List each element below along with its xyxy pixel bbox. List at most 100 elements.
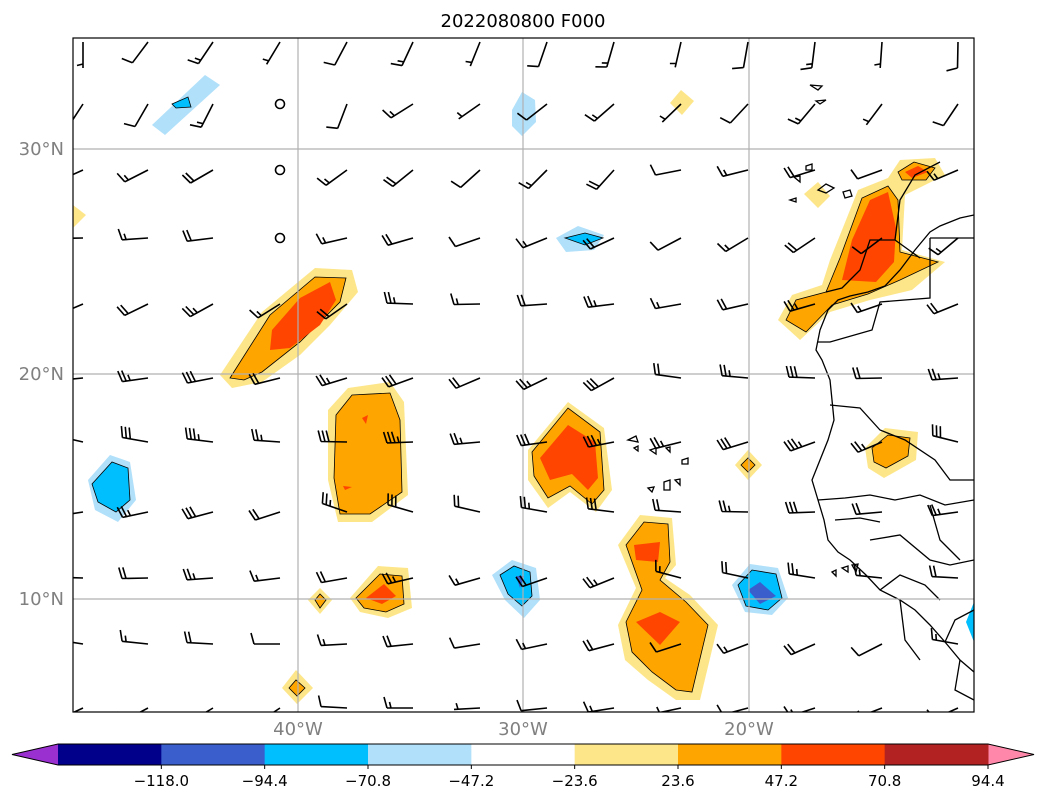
wind-barb xyxy=(669,41,682,68)
wind-barb xyxy=(450,293,481,306)
colorbar-tick-label: −23.6 xyxy=(552,772,598,790)
wind-barb xyxy=(850,643,883,657)
wind-barb xyxy=(390,41,414,67)
wind-barb xyxy=(928,237,959,256)
wind-barb xyxy=(930,628,959,645)
wind-barb xyxy=(852,367,883,380)
wind-barb xyxy=(73,707,84,712)
colorbar-tick-label: 47.2 xyxy=(765,772,798,790)
wind-barb xyxy=(248,508,281,521)
positive-anomaly-core xyxy=(270,282,336,350)
wind-barb xyxy=(182,229,214,242)
colorbar-segment xyxy=(678,744,782,765)
wind-barb xyxy=(732,41,749,70)
wind-barb xyxy=(519,496,548,513)
wind-barb xyxy=(73,103,84,121)
negative-anomaly-core xyxy=(563,232,605,246)
wind-barb xyxy=(853,563,883,579)
wind-barb xyxy=(582,434,615,448)
wind-barb xyxy=(73,576,84,579)
wind-barb xyxy=(456,103,481,120)
wind-barb xyxy=(448,637,481,649)
wind-barb xyxy=(181,303,214,318)
island-outline xyxy=(663,479,671,491)
positive-anomaly-core xyxy=(636,612,680,645)
wind-barb xyxy=(783,706,816,712)
wind-barb xyxy=(116,303,149,317)
wind-barb xyxy=(927,504,959,517)
wind-barb xyxy=(181,370,214,384)
wind-barb xyxy=(383,291,414,305)
wind-barb xyxy=(784,237,816,254)
wind-barb xyxy=(73,237,84,239)
wind-barb xyxy=(117,228,149,241)
wind-barb xyxy=(516,103,548,121)
wind-barb xyxy=(123,103,149,128)
wind-barb xyxy=(946,41,959,72)
wind-barb xyxy=(783,299,816,312)
wind-barb xyxy=(315,374,348,387)
positive-anomaly-region xyxy=(740,457,756,473)
wind-barb xyxy=(927,368,959,381)
island-outline xyxy=(840,565,849,574)
wind-barb xyxy=(516,433,548,447)
wind-barb xyxy=(850,302,883,314)
wind-barb xyxy=(465,41,481,67)
positive-anomaly-region xyxy=(625,521,709,693)
island-outline xyxy=(664,446,671,454)
wind-barb xyxy=(787,103,816,125)
wind-barb xyxy=(181,506,214,520)
wind-barb xyxy=(250,632,280,645)
lon-label-40w: 40°W xyxy=(273,719,323,740)
wind-barb xyxy=(317,695,348,709)
positive-anomaly-core xyxy=(362,415,368,424)
positive-anomaly-region xyxy=(804,182,830,208)
wind-barb xyxy=(189,103,214,128)
wind-barb xyxy=(582,639,615,652)
country-border xyxy=(944,609,974,643)
wind-barb xyxy=(582,237,615,250)
island-outline xyxy=(792,175,801,184)
wind-barb xyxy=(719,364,749,379)
wind-barb xyxy=(516,294,548,307)
colorbar-tick-label: −47.2 xyxy=(448,772,494,790)
island-outline xyxy=(814,99,827,105)
positive-anomaly-core xyxy=(905,166,928,178)
wind-barb xyxy=(585,497,615,513)
wind-barb xyxy=(926,302,959,315)
lat-label-10n: 10°N xyxy=(19,589,64,610)
wind-barb xyxy=(718,500,749,513)
wind-barb xyxy=(381,374,414,388)
wind-barb xyxy=(204,707,214,712)
negative-anomaly-core xyxy=(171,96,192,109)
negative-anomaly-core xyxy=(91,461,131,513)
wind-barb xyxy=(527,41,548,68)
wind-barb xyxy=(73,641,84,645)
island-outline xyxy=(809,84,824,91)
country-border xyxy=(879,574,941,601)
wind-barb xyxy=(716,643,749,655)
wind-barb xyxy=(316,634,348,647)
island-outline xyxy=(830,568,837,578)
island-outline xyxy=(805,163,813,171)
wind-barb xyxy=(515,237,548,249)
wind-barb xyxy=(515,638,548,651)
wind-barb xyxy=(649,237,682,251)
wind-barb xyxy=(382,103,414,119)
island-outline xyxy=(787,197,797,203)
wind-barb xyxy=(931,424,959,443)
wind-barb xyxy=(181,169,214,184)
country-border xyxy=(929,504,961,561)
colorbar-outline xyxy=(11,743,1035,766)
wind-barb xyxy=(448,236,481,248)
gridlines xyxy=(73,38,974,712)
wind-barb xyxy=(850,169,883,180)
wind-barb xyxy=(851,237,883,255)
wind-barb xyxy=(321,492,348,513)
country-border xyxy=(825,239,921,293)
wind-barb xyxy=(119,629,149,645)
wind-barb xyxy=(653,362,682,379)
wind-barb xyxy=(317,430,348,443)
colorbar-segment xyxy=(161,744,266,765)
